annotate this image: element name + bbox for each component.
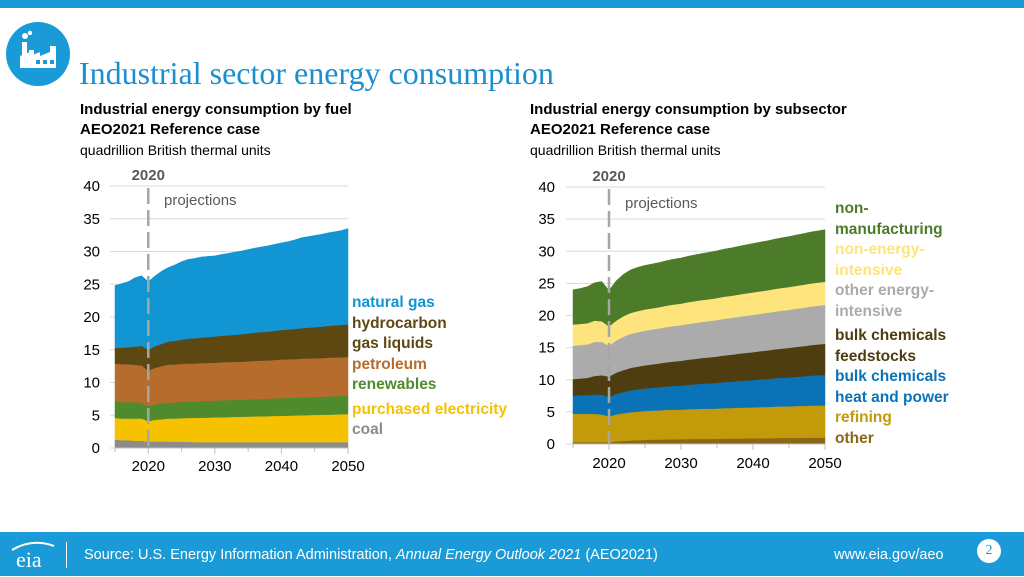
subsector-y-tick-label: 15	[538, 340, 555, 357]
subsector-legend-non-energy-intensive: intensive	[835, 261, 903, 279]
fuel-x-tick-label: 2030	[198, 458, 231, 475]
subsector-chart-subtitle: AEO2021 Reference case	[530, 121, 711, 138]
subsector-x-tick-label: 2050	[808, 455, 841, 472]
fuel-y-tick-label: 10	[83, 375, 100, 392]
fuel-y-tick-label: 30	[83, 244, 100, 261]
fuel-chart-units: quadrillion British thermal units	[80, 142, 271, 158]
fuel-legend-renewables: renewables	[352, 376, 437, 393]
fuel-chart-title: Industrial energy consumption by fuel	[80, 101, 352, 118]
footer-bar: eia Source: U.S. Energy Information Admi…	[0, 532, 1024, 576]
subsector-y-tick-label: 10	[538, 372, 555, 389]
fuel-area-natural-gas	[114, 228, 349, 351]
subsector-legend-non-manufacturing: non-	[835, 200, 869, 217]
fuel-y-tick-label: 35	[83, 211, 100, 228]
fuel-y-tick-label: 20	[83, 309, 100, 326]
subsector-x-tick-label: 2020	[592, 455, 625, 472]
fuel-chart-heading: Industrial energy consumption by fuel AE…	[80, 100, 352, 160]
fuel-y-tick-label: 5	[92, 407, 100, 424]
subsector-legend-bulk-chemicals-heat-power: bulk chemicals	[835, 368, 947, 385]
subsector-annotation-year: 2020	[592, 168, 625, 185]
page-title: Industrial sector energy consumption	[79, 55, 554, 91]
fuel-x-tick-label: 2040	[265, 458, 298, 475]
fuel-chart: 0 5 10 15 20 25 30 35 40 2020 2030 2040 2050 2020 proj…	[83, 167, 364, 475]
subsector-y-tick-label: 5	[547, 404, 555, 421]
fuel-y-tick-label: 40	[83, 178, 100, 195]
footer-url-link[interactable]: www.eia.gov/aeo	[834, 547, 944, 563]
subsector-legend-non-manufacturing: manufacturing	[835, 220, 943, 238]
fuel-y-tick-label: 0	[92, 440, 100, 457]
fuel-legend-coal: coal	[352, 421, 384, 438]
subsector-legend-non-energy-intensive: non-energy-	[835, 241, 925, 258]
subsector-legend-other-energy-intensive: other energy-	[835, 282, 935, 299]
subsector-legend-bulk-chemicals-feedstocks: feedstocks	[835, 347, 916, 365]
fuel-legend-hydrocarbon-gas-liquids: gas liquids	[352, 335, 433, 352]
subsector-x-tick-label: 2030	[664, 455, 697, 472]
fuel-annotation-year: 2020	[132, 167, 165, 184]
fuel-legend-hydrocarbon-gas-liquids: hydrocarbon	[352, 314, 447, 332]
subsector-chart-units: quadrillion British thermal units	[530, 142, 721, 158]
subsector-chart-title: Industrial energy consumption by subsect…	[530, 101, 847, 118]
eia-logo-text: eia	[16, 547, 42, 572]
subsector-y-tick-label: 25	[538, 275, 555, 292]
subsector-x-tick-label: 2040	[736, 455, 769, 472]
fuel-projections-label: projections	[164, 192, 237, 209]
subsector-y-tick-label: 40	[538, 179, 555, 196]
top-accent-bar	[0, 0, 1024, 8]
fuel-y-tick-label: 15	[83, 342, 100, 359]
fuel-chart-subtitle: AEO2021 Reference case	[80, 121, 261, 138]
subsector-projections-label: projections	[625, 195, 698, 212]
subsector-legend-other-energy-intensive: intensive	[835, 302, 903, 320]
industry-logo-icon	[6, 22, 70, 86]
fuel-legend-petroleum: petroleum	[352, 355, 427, 373]
subsector-legend-bulk-chemicals-feedstocks: bulk chemicals	[835, 327, 947, 344]
page-number: 2	[977, 539, 1001, 563]
footer-source-suffix: (AEO2021)	[581, 547, 658, 563]
footer-source-prefix: Source: U.S. Energy Information Administ…	[84, 547, 396, 563]
fuel-x-tick-label: 2050	[331, 458, 364, 475]
subsector-legend-refining: refining	[835, 409, 892, 426]
subsector-legend-bulk-chemicals-heat-power: heat and power	[835, 388, 949, 406]
subsector-chart-heading: Industrial energy consumption by subsect…	[530, 100, 847, 160]
subsector-y-tick-label: 0	[547, 436, 555, 453]
subsector-legend-other: other	[835, 429, 874, 447]
subsector-y-tick-label: 35	[538, 211, 555, 228]
footer-divider	[66, 542, 67, 568]
eia-logo-icon: eia	[6, 536, 60, 577]
fuel-y-tick-label: 25	[83, 276, 100, 293]
subsector-y-tick-label: 30	[538, 243, 555, 260]
subsector-area-non-manufacturing	[572, 229, 826, 327]
fuel-legend-purchased-electricity: purchased electricity	[352, 400, 508, 418]
subsector-y-tick-label: 20	[538, 308, 555, 325]
fuel-x-tick-label: 2020	[132, 458, 165, 475]
fuel-legend-natural-gas: natural gas	[352, 294, 435, 311]
footer-source-title: Annual Energy Outlook 2021	[395, 547, 582, 563]
footer-source: Source: U.S. Energy Information Administ…	[84, 547, 658, 563]
